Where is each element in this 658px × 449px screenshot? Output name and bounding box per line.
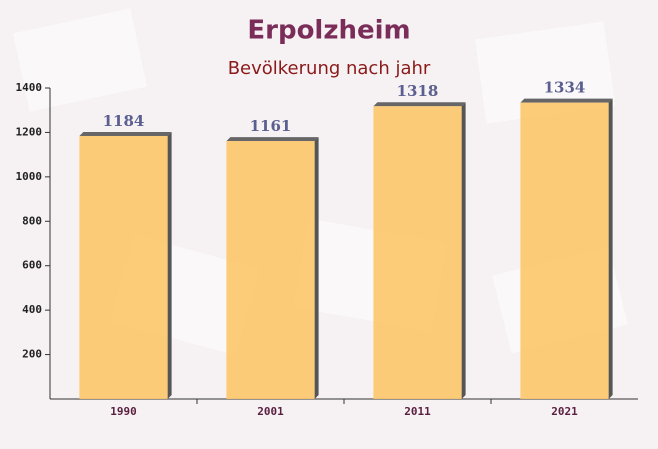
- value-label: 1334: [544, 79, 586, 97]
- x-tick-label: 2001: [257, 405, 284, 418]
- y-tick-label: 200: [22, 348, 42, 361]
- x-tick-label: 2021: [551, 405, 578, 418]
- bar-shadow-top: [79, 131, 172, 136]
- value-label: 1184: [103, 112, 145, 130]
- bar-shadow: [461, 102, 466, 400]
- value-label: 1161: [250, 117, 292, 135]
- bar-shadow-top: [226, 137, 319, 142]
- bar-shadow: [314, 137, 319, 399]
- value-label: 1318: [397, 82, 439, 100]
- chart-subtitle: Bevölkerung nach jahr: [228, 58, 431, 79]
- bar: [520, 102, 609, 399]
- bar-shadow: [167, 131, 172, 400]
- bar-shadow: [608, 98, 613, 399]
- bar: [79, 135, 168, 400]
- bar-shadow-top: [373, 102, 466, 107]
- bar-shadow-top: [520, 98, 613, 103]
- x-tick-label: 1990: [110, 405, 137, 418]
- y-tick-label: 1000: [16, 170, 43, 183]
- bar: [226, 141, 315, 399]
- y-tick-label: 1400: [16, 81, 43, 94]
- bar: [373, 106, 462, 400]
- y-tick-label: 1200: [16, 125, 43, 138]
- x-tick-label: 2011: [404, 405, 431, 418]
- y-tick-label: 800: [22, 214, 42, 227]
- chart-title: Erpolzheim: [247, 16, 410, 46]
- y-tick-label: 600: [22, 259, 42, 272]
- y-tick-label: 400: [22, 303, 42, 316]
